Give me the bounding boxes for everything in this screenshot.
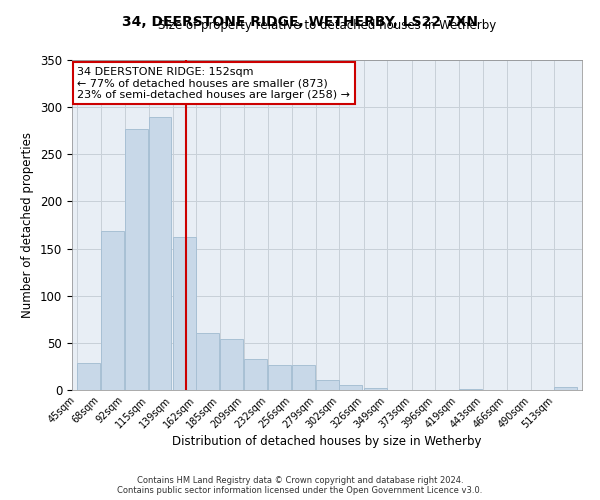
- Bar: [149, 116, 172, 390]
- Bar: [268, 364, 291, 390]
- Bar: [554, 387, 577, 390]
- Text: Contains HM Land Registry data © Crown copyright and database right 2024.
Contai: Contains HM Land Registry data © Crown c…: [118, 476, 482, 495]
- Text: 34, DEERSTONE RIDGE, WETHERBY, LS22 7XN: 34, DEERSTONE RIDGE, WETHERBY, LS22 7XN: [122, 15, 478, 29]
- Bar: [244, 359, 268, 390]
- Bar: [196, 334, 220, 390]
- Bar: [125, 129, 148, 390]
- Bar: [364, 388, 386, 390]
- Bar: [101, 230, 124, 390]
- Bar: [458, 389, 482, 390]
- Title: Size of property relative to detached houses in Wetherby: Size of property relative to detached ho…: [158, 20, 496, 32]
- Bar: [339, 386, 362, 390]
- X-axis label: Distribution of detached houses by size in Wetherby: Distribution of detached houses by size …: [172, 436, 482, 448]
- Text: 34 DEERSTONE RIDGE: 152sqm
← 77% of detached houses are smaller (873)
23% of sem: 34 DEERSTONE RIDGE: 152sqm ← 77% of deta…: [77, 66, 350, 100]
- Bar: [292, 364, 315, 390]
- Bar: [173, 238, 196, 390]
- Bar: [316, 380, 339, 390]
- Y-axis label: Number of detached properties: Number of detached properties: [22, 132, 34, 318]
- Bar: [220, 339, 243, 390]
- Bar: [77, 362, 100, 390]
